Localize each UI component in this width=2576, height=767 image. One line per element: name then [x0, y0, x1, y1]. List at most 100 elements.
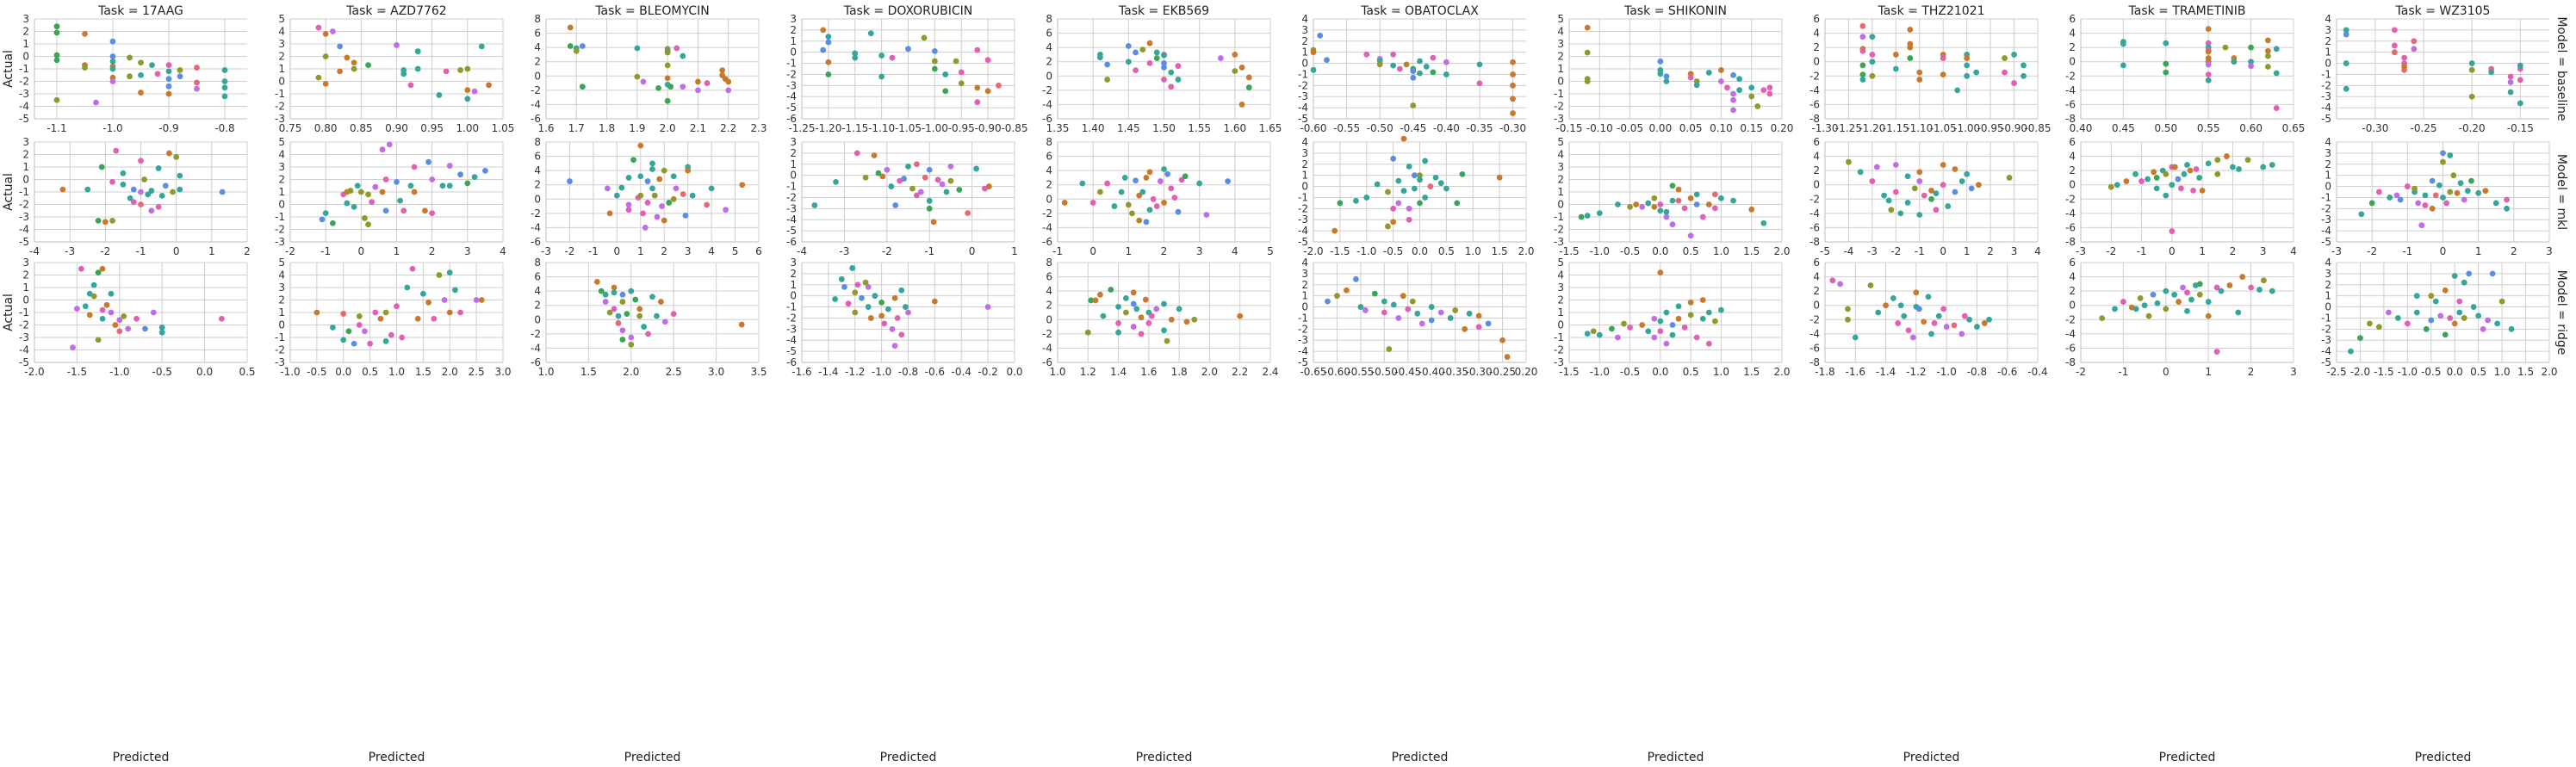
- scatter-point: [1945, 203, 1952, 209]
- x-tick-label: -1.15: [841, 122, 868, 134]
- scatter-point: [2222, 44, 2229, 51]
- x-tick-label: 3: [2011, 245, 2018, 257]
- scatter-point: [482, 167, 488, 174]
- scatter-point: [1687, 232, 1694, 239]
- scatter-point: [1238, 102, 1245, 108]
- scatter-point: [1410, 68, 1417, 74]
- y-tick-label: 2: [790, 268, 797, 280]
- x-tick-label: 1.6: [537, 122, 554, 134]
- scatter-point: [1485, 320, 1492, 327]
- scatter-point: [394, 179, 400, 185]
- scatter-point: [649, 160, 655, 167]
- scatter-point: [1892, 65, 1899, 72]
- x-tick-label: 2.3: [750, 122, 767, 134]
- scatter-point: [1907, 44, 1914, 51]
- scatter-point: [1437, 180, 1444, 187]
- scatter-point: [832, 296, 838, 302]
- y-tick-label: -4: [2321, 102, 2331, 114]
- scatter-point: [1353, 275, 1359, 282]
- scatter-point: [670, 311, 677, 318]
- scatter-point: [1390, 205, 1397, 212]
- x-tick-label: 0.10: [1710, 122, 1733, 134]
- y-tick-label: 3: [278, 161, 285, 173]
- scatter-point: [2230, 164, 2236, 170]
- scatter-point: [2205, 312, 2212, 319]
- scatter-point: [120, 181, 127, 188]
- scatter-point: [2475, 189, 2482, 196]
- scatter-point: [221, 67, 228, 73]
- scatter-point: [1237, 312, 1244, 319]
- scatter-point: [2507, 79, 2514, 85]
- y-tick-label: -2: [1809, 193, 1820, 205]
- y-tick-label: 4: [2069, 271, 2076, 283]
- scatter-point: [2498, 298, 2505, 305]
- x-tick-label: 0.60: [2239, 122, 2263, 134]
- x-tick-label: 1.60: [1223, 122, 1246, 134]
- x-axis-label: Predicted: [1903, 751, 1960, 764]
- scatter-point: [649, 185, 655, 192]
- y-tick-label: -3: [2321, 90, 2331, 102]
- scatter-point: [1657, 71, 1664, 77]
- y-tick-label: -2: [1298, 323, 1308, 335]
- scatter-point: [1374, 181, 1381, 188]
- scatter-point: [1657, 201, 1664, 207]
- scatter-point: [2120, 299, 2126, 305]
- scatter-point: [820, 27, 827, 34]
- scatter-point: [165, 90, 172, 97]
- scatter-point: [1940, 71, 1946, 78]
- y-tick-label: 1: [790, 279, 797, 291]
- x-tick-label: -1.6: [791, 366, 811, 378]
- scatter-point: [1143, 175, 1150, 181]
- x-tick-label: 2: [661, 245, 667, 257]
- scatter-point: [670, 173, 677, 180]
- scatter-point: [2193, 166, 2200, 172]
- scatter-point: [464, 180, 471, 187]
- scatter-point: [1462, 325, 1468, 332]
- x-tick-label: -1.00: [1953, 122, 1980, 134]
- y-tick-label: -2: [1298, 79, 1308, 91]
- x-tick-label: 2.0: [1773, 366, 1790, 378]
- y-tick-label: 0: [278, 76, 285, 88]
- scatter-point: [2163, 69, 2169, 76]
- y-tick-label: 3: [790, 13, 797, 25]
- scatter-point: [1895, 320, 1902, 326]
- y-tick-label: -1: [1554, 88, 1564, 100]
- x-tick-label: -1.5: [1559, 245, 1579, 257]
- y-tick-label: 2: [2325, 35, 2331, 47]
- scatter-point: [1859, 77, 1866, 83]
- x-axis-label: Predicted: [2159, 751, 2216, 764]
- scatter-point: [377, 315, 384, 322]
- scatter-point: [1089, 200, 1096, 206]
- scatter-point: [429, 210, 436, 217]
- scatter-point: [1406, 163, 1412, 170]
- x-tick-label: 2: [244, 245, 251, 257]
- scatter-point: [619, 327, 626, 334]
- scatter-point: [2163, 60, 2169, 67]
- scatter-point: [2112, 306, 2118, 312]
- scatter-point: [2466, 270, 2473, 277]
- scatter-point: [2470, 304, 2477, 310]
- y-tick-label: 1: [1557, 186, 1564, 198]
- panel-background: [1313, 19, 1526, 119]
- x-tick-label: -2.0: [2350, 366, 2370, 378]
- scatter-point: [133, 315, 140, 322]
- y-tick-label: 8: [1046, 13, 1052, 25]
- y-tick-label: 4: [1813, 151, 1820, 163]
- y-tick-label: 3: [1301, 147, 1308, 159]
- scatter-point: [86, 290, 93, 297]
- scatter-point: [634, 73, 641, 80]
- scatter-point: [2461, 279, 2467, 286]
- y-tick-label: 3: [2325, 268, 2331, 280]
- scatter-point: [2391, 49, 2398, 56]
- x-tick-label: -1: [2402, 245, 2412, 257]
- y-tick-label: -6: [2065, 342, 2076, 354]
- scatter-point: [1931, 320, 1938, 326]
- y-tick-label: 1: [1301, 170, 1308, 182]
- scatter-point: [2163, 170, 2169, 177]
- panel-ridge-obatoclax: 43210-1-2-3-4-5-0.65-0.60-0.55-0.50-0.45…: [1298, 257, 1537, 764]
- scatter-point: [330, 325, 336, 331]
- scatter-point: [1693, 82, 1700, 89]
- scatter-point: [625, 201, 632, 208]
- scatter-point: [1711, 318, 1718, 325]
- scatter-point: [943, 189, 950, 195]
